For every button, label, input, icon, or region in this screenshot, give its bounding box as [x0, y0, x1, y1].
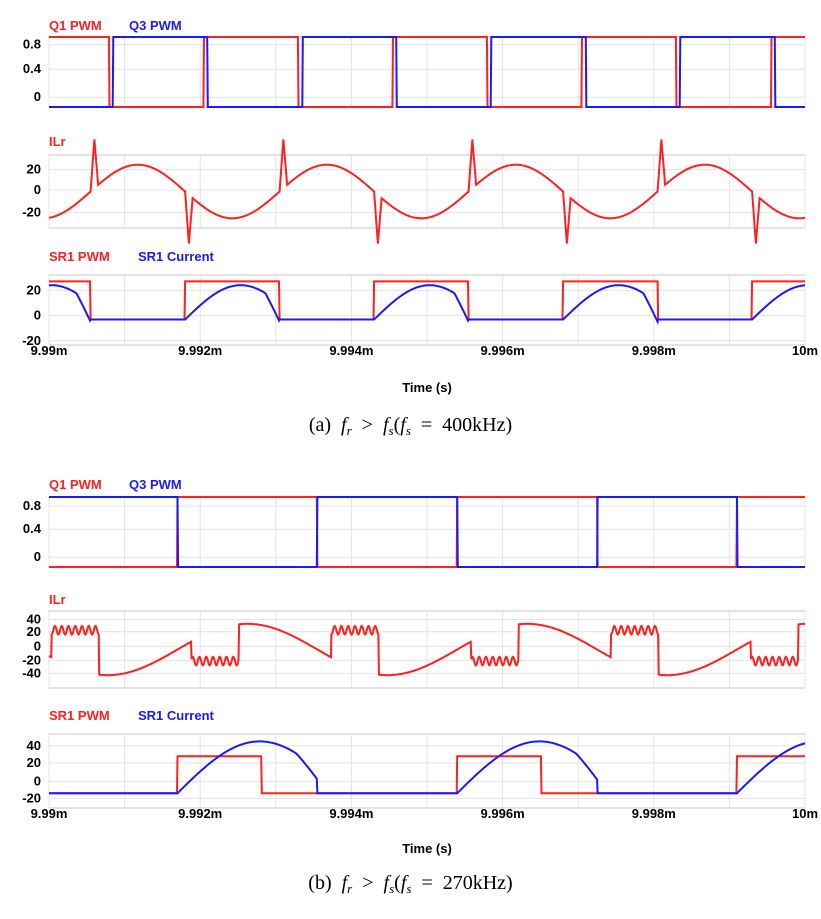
y-tick-label: 0 [34, 773, 41, 788]
y-tick-label: 20 [27, 282, 41, 297]
y-tick-label: 0.8 [23, 37, 41, 52]
x-tick-label: 9.998m [632, 343, 676, 358]
legend-entry: ILr [49, 592, 66, 607]
y-tick-label: 0 [34, 308, 41, 323]
y-tick-label: 0 [34, 638, 41, 653]
y-tick-label: 20 [27, 755, 41, 770]
y-tick-label: 40 [27, 738, 41, 753]
chart-panel-5: 40 20 0 -20 SR1 PWM SR1 Current [22, 708, 806, 809]
legend-entry: Q3 PWM [129, 18, 182, 33]
caption-b-fs: 270kHz [442, 872, 507, 894]
series-line [49, 496, 805, 568]
legend-entry: Q1 PWM [49, 477, 102, 492]
chart-panel-1: 20 0 -20 ILr [22, 134, 806, 244]
chart-panel-3: 0.8 0.4 0 Q1 PWM Q3 PWM [23, 477, 806, 568]
legend-entry: SR1 Current [138, 708, 215, 723]
x-tick-label: 9.994m [329, 343, 373, 358]
series-line [49, 740, 806, 795]
x-tick-label: 9.998m [632, 806, 676, 821]
y-tick-label: -20 [22, 205, 41, 220]
x-axis-label: Time (s) [402, 841, 452, 856]
caption-a-fs: 400kHz [442, 414, 506, 436]
y-tick-label: 0 [34, 89, 41, 104]
x-tick-label: 10m [792, 806, 818, 821]
series-line [48, 139, 806, 244]
x-tick-label: 9.994m [329, 806, 373, 821]
y-tick-label: 0 [34, 549, 41, 564]
y-tick-label: -20 [22, 333, 41, 348]
series-line [48, 622, 805, 677]
caption-b: (b) fr > fs(fs = 270kHz) [308, 872, 513, 896]
y-tick-label: 0.8 [23, 498, 41, 513]
caption-a-label: (a) [308, 414, 332, 436]
legend-entry: SR1 PWM [49, 249, 110, 264]
series-line [49, 496, 805, 568]
chart-panel-0: 0.8 0.4 0 Q1 PWM Q3 PWM [23, 18, 806, 108]
legend-entry: Q1 PWM [49, 18, 102, 33]
y-tick-label: 20 [27, 624, 41, 639]
legend-entry: Q3 PWM [129, 477, 182, 492]
chart-panel-2: 20 0 -20 SR1 PWM SR1 Current [22, 249, 806, 348]
x-tick-label: 9.992m [178, 343, 222, 358]
legend-entry: SR1 PWM [49, 708, 110, 723]
x-tick-label: 9.99m [31, 343, 68, 358]
x-tick-label: 9.996m [481, 343, 525, 358]
x-tick-label: 9.996m [481, 806, 525, 821]
y-tick-label: -20 [22, 790, 41, 805]
x-tick-label: 10m [792, 343, 818, 358]
x-tick-label: 9.99m [31, 806, 68, 821]
legend-entry: SR1 Current [138, 249, 215, 264]
series-line [49, 36, 805, 108]
x-tick-label: 9.992m [178, 806, 222, 821]
y-tick-label: -40 [22, 665, 41, 680]
y-tick-label: 0.4 [23, 521, 42, 536]
y-tick-label: 0 [34, 182, 41, 197]
y-tick-label: 40 [27, 611, 41, 626]
x-axis-label: Time (s) [402, 380, 452, 395]
y-tick-label: 0.4 [23, 61, 42, 76]
y-tick-label: -20 [22, 652, 41, 667]
y-tick-label: 20 [27, 162, 41, 177]
legend-entry: ILr [49, 134, 66, 149]
series-line [48, 284, 805, 325]
caption-b-label: (b) [308, 872, 332, 894]
caption-a: (a) fr > fs(fs = 400kHz) [308, 414, 513, 438]
